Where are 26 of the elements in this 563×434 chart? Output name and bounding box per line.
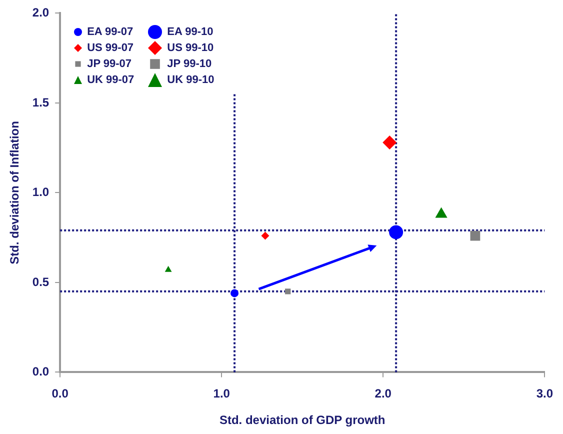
point <box>382 135 397 150</box>
y-tick-label: 2.0 <box>32 6 50 20</box>
x-tick-label: 2.0 <box>374 386 392 401</box>
legend-label: JP 99-10 <box>167 58 212 70</box>
x-tick-label: 1.0 <box>213 386 230 401</box>
x-tick-label: 0.0 <box>52 386 69 401</box>
y-tick-label: 1.5 <box>32 95 50 110</box>
point <box>470 230 480 241</box>
x-axis-title: Std. deviation of GDP growth <box>219 413 386 428</box>
legend-label: EA 99-07 <box>87 26 134 38</box>
point <box>389 225 404 240</box>
legend-label: UK 99-07 <box>87 74 134 86</box>
legend-label: US 99-07 <box>87 42 134 54</box>
legend-label: UK 99-10 <box>167 74 214 86</box>
point <box>261 232 270 240</box>
legend-label: US 99-10 <box>167 42 214 54</box>
y-axis-title: Std. deviation of Inflation <box>8 121 22 264</box>
x-tick-label: 3.0 <box>536 386 554 401</box>
point <box>164 266 172 272</box>
y-tick-label: 0.0 <box>32 364 50 379</box>
y-tick-label: 0.5 <box>32 274 50 289</box>
point <box>285 288 291 294</box>
legend-label: JP 99-07 <box>87 58 132 70</box>
y-tick-label: 1.0 <box>32 185 50 200</box>
legend-label: EA 99-10 <box>167 26 214 38</box>
point <box>230 289 239 298</box>
